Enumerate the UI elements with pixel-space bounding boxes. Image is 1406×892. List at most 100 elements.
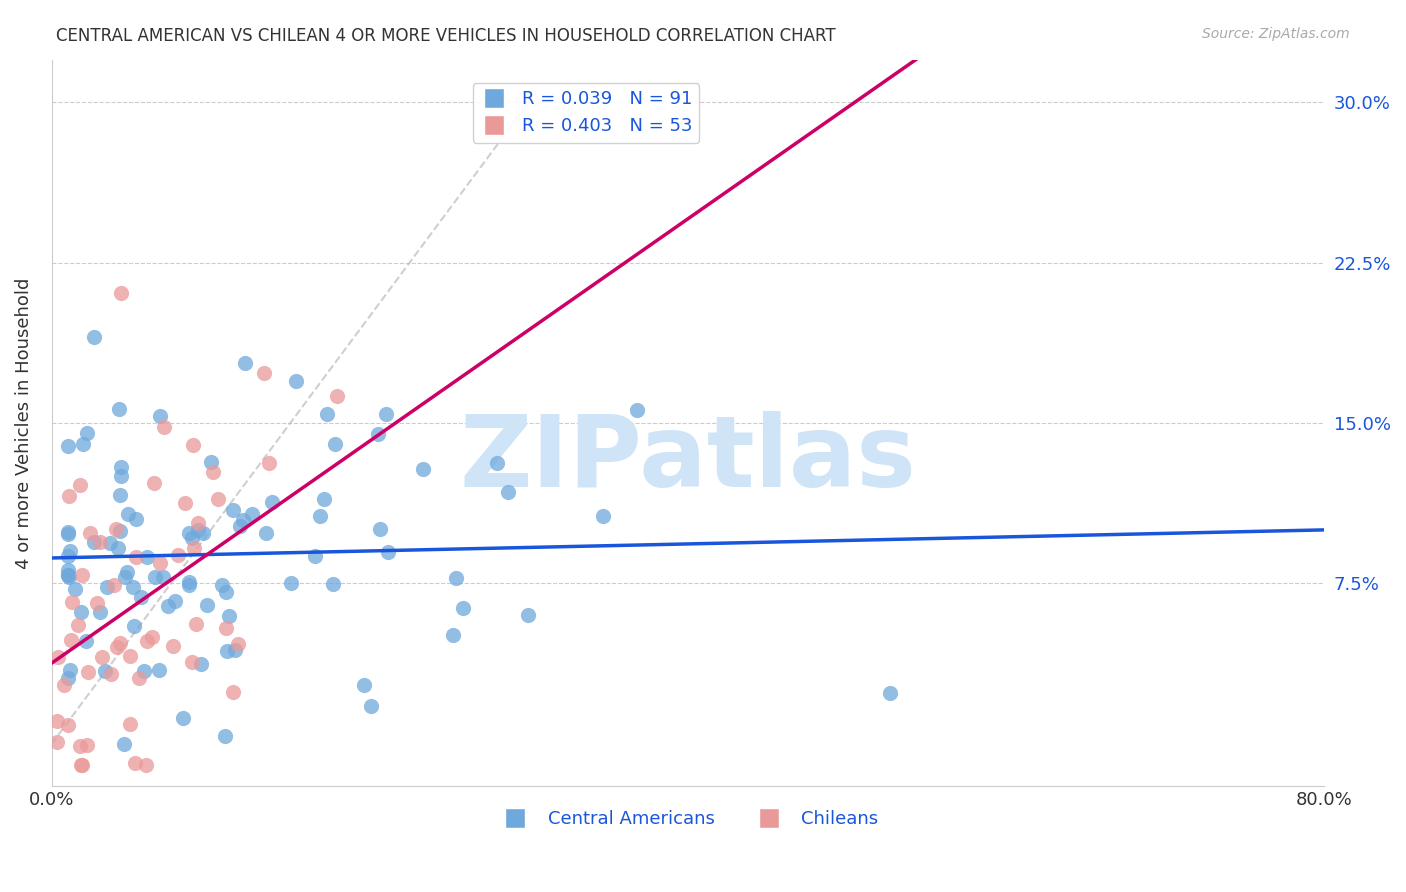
Point [56, 568, 79, 582]
Point [128, 671, 150, 685]
Point [259, 456, 281, 470]
Point [172, 711, 194, 725]
Point [148, 663, 170, 677]
Point [149, 409, 172, 424]
Point [451, 601, 474, 615]
Point [143, 476, 166, 491]
Point [70, 605, 93, 619]
Point [108, 488, 131, 502]
Point [115, 565, 138, 579]
Point [124, 756, 146, 770]
Point [217, 644, 239, 658]
Point [56, 439, 79, 453]
Point [58, 488, 80, 502]
Point [215, 621, 238, 635]
Point [56, 718, 79, 732]
Point [135, 758, 157, 772]
Point [70, 758, 93, 772]
Point [304, 549, 326, 563]
Point [367, 426, 389, 441]
Point [325, 436, 347, 450]
Point [114, 569, 136, 583]
Point [322, 577, 344, 591]
Point [59, 633, 82, 648]
Point [444, 571, 467, 585]
Point [103, 578, 125, 592]
Point [195, 598, 218, 612]
Point [253, 366, 276, 380]
Point [45, 714, 67, 728]
Point [69, 739, 91, 754]
Point [100, 666, 122, 681]
Point [125, 549, 148, 564]
Point [254, 525, 277, 540]
Point [485, 456, 508, 470]
Point [72, 437, 94, 451]
Point [412, 461, 434, 475]
Point [228, 519, 250, 533]
Point [626, 403, 648, 417]
Point [353, 678, 375, 692]
Y-axis label: 4 or more Vehicles in Household: 4 or more Vehicles in Household [15, 277, 32, 569]
Point [77, 665, 100, 679]
Point [240, 507, 263, 521]
Point [105, 522, 128, 536]
Point [108, 636, 131, 650]
Point [284, 374, 307, 388]
Point [183, 541, 205, 555]
Point [226, 637, 249, 651]
Point [56, 525, 79, 540]
Point [179, 574, 201, 589]
Point [374, 407, 396, 421]
Legend: Central Americans, Chileans: Central Americans, Chileans [491, 803, 886, 836]
Point [181, 655, 204, 669]
Point [879, 686, 901, 700]
Point [134, 664, 156, 678]
Point [89, 606, 111, 620]
Point [56, 563, 79, 577]
Point [517, 607, 540, 622]
Text: ZIPatlas: ZIPatlas [460, 411, 917, 508]
Point [181, 531, 204, 545]
Point [112, 737, 135, 751]
Point [177, 578, 200, 592]
Point [63, 582, 86, 597]
Point [280, 575, 302, 590]
Point [152, 569, 174, 583]
Point [96, 580, 118, 594]
Point [184, 616, 207, 631]
Point [70, 758, 93, 772]
Point [83, 534, 105, 549]
Point [125, 512, 148, 526]
Point [48, 650, 70, 665]
Point [191, 525, 214, 540]
Point [56, 568, 79, 582]
Point [107, 541, 129, 555]
Point [157, 599, 180, 613]
Point [129, 590, 152, 604]
Point [190, 657, 212, 672]
Point [218, 609, 240, 624]
Point [120, 648, 142, 663]
Point [108, 524, 131, 538]
Point [56, 672, 79, 686]
Point [181, 438, 204, 452]
Point [90, 650, 112, 665]
Point [141, 630, 163, 644]
Point [69, 478, 91, 492]
Point [89, 535, 111, 549]
Point [86, 596, 108, 610]
Point [224, 642, 246, 657]
Point [326, 389, 349, 403]
Point [214, 729, 236, 743]
Point [314, 491, 336, 506]
Point [214, 585, 236, 599]
Point [222, 685, 245, 699]
Point [110, 469, 132, 483]
Point [56, 549, 79, 564]
Point [368, 522, 391, 536]
Point [163, 594, 186, 608]
Point [117, 507, 139, 521]
Point [98, 535, 121, 549]
Text: CENTRAL AMERICAN VS CHILEAN 4 OR MORE VEHICLES IN HOUSEHOLD CORRELATION CHART: CENTRAL AMERICAN VS CHILEAN 4 OR MORE VE… [56, 27, 835, 45]
